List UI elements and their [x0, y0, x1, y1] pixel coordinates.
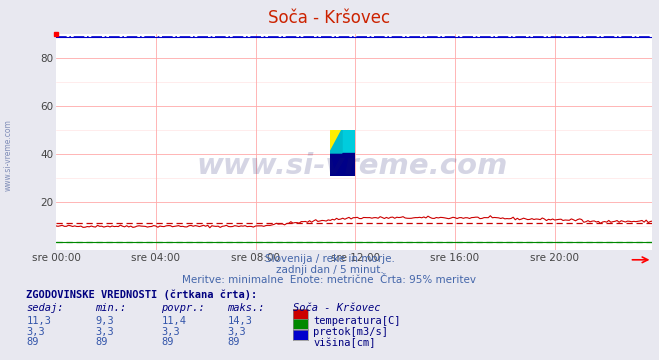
Text: www.si-vreme.com: www.si-vreme.com — [3, 119, 13, 191]
Text: 3,3: 3,3 — [26, 327, 45, 337]
Text: temperatura[C]: temperatura[C] — [313, 316, 401, 326]
Text: ZGODOVINSKE VREDNOSTI (črtkana črta):: ZGODOVINSKE VREDNOSTI (črtkana črta): — [26, 290, 258, 300]
Text: 89: 89 — [96, 337, 108, 347]
Text: Slovenija / reke in morje.: Slovenija / reke in morje. — [264, 254, 395, 264]
Text: Meritve: minimalne  Enote: metrične  Črta: 95% meritev: Meritve: minimalne Enote: metrične Črta:… — [183, 275, 476, 285]
Text: Soča - Kršovec: Soča - Kršovec — [293, 303, 381, 313]
Text: min.:: min.: — [96, 303, 127, 313]
Text: povpr.:: povpr.: — [161, 303, 205, 313]
Text: 89: 89 — [227, 337, 240, 347]
Text: 89: 89 — [26, 337, 39, 347]
Polygon shape — [330, 130, 342, 153]
Text: zadnji dan / 5 minut.: zadnji dan / 5 minut. — [275, 265, 384, 275]
Text: 11,4: 11,4 — [161, 316, 186, 326]
Text: 3,3: 3,3 — [227, 327, 246, 337]
Bar — [342, 130, 355, 153]
Text: 9,3: 9,3 — [96, 316, 114, 326]
Bar — [330, 130, 342, 153]
Text: 11,3: 11,3 — [26, 316, 51, 326]
Text: 14,3: 14,3 — [227, 316, 252, 326]
Bar — [330, 153, 355, 176]
Text: maks.:: maks.: — [227, 303, 265, 313]
Text: višina[cm]: višina[cm] — [313, 337, 376, 348]
Text: www.si-vreme.com: www.si-vreme.com — [197, 152, 508, 180]
Text: 89: 89 — [161, 337, 174, 347]
Text: pretok[m3/s]: pretok[m3/s] — [313, 327, 388, 337]
Text: 3,3: 3,3 — [161, 327, 180, 337]
Text: Soča - Kršovec: Soča - Kršovec — [268, 9, 391, 27]
Text: 3,3: 3,3 — [96, 327, 114, 337]
Text: sedaj:: sedaj: — [26, 303, 64, 313]
